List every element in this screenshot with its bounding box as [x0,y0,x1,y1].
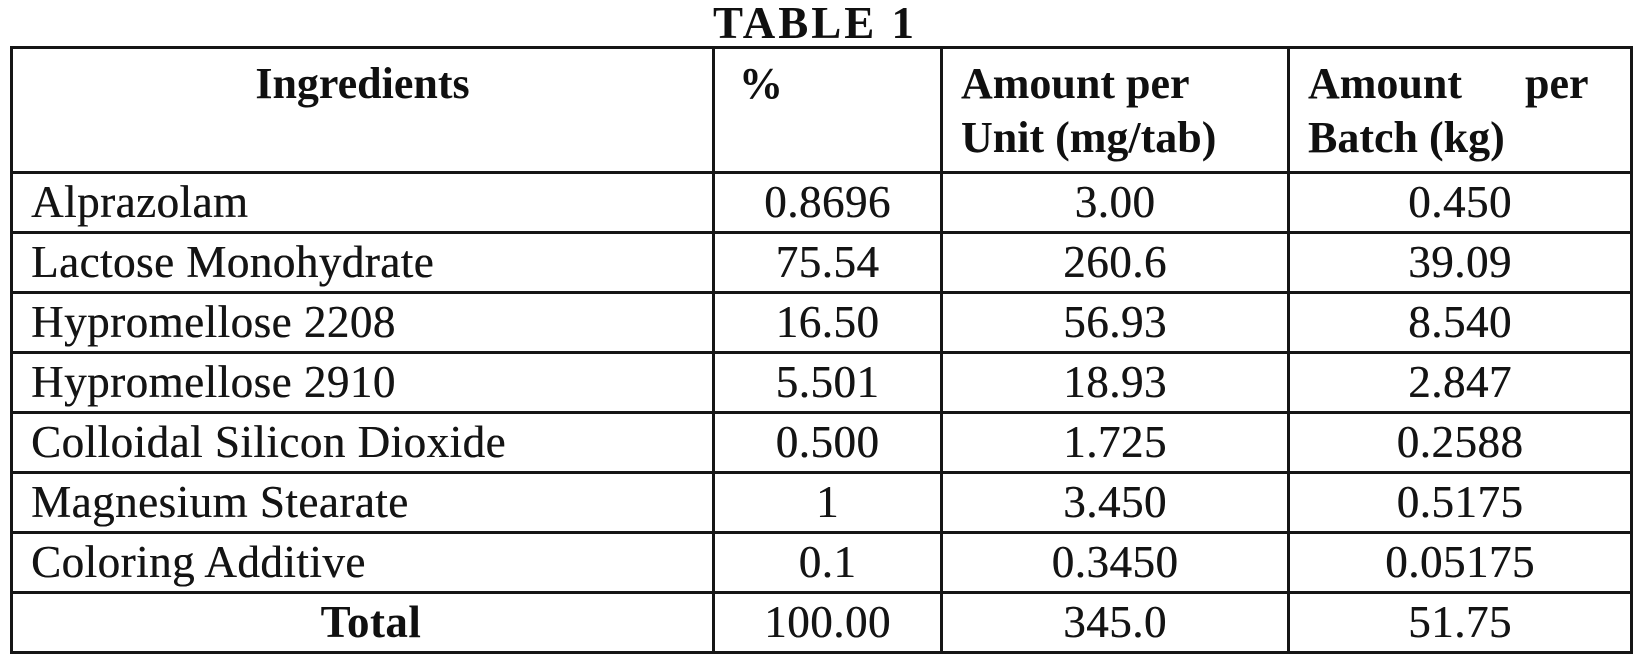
total-row: Total 100.00 345.0 51.75 [10,591,1633,654]
ingredient-cell: Hypromellose 2208 [10,291,715,354]
amount-per-unit-cell: 0.3450 [940,531,1290,594]
percent-cell: 0.1 [712,531,943,594]
table-row: Hypromellose 2910 5.501 18.93 2.847 [10,351,1633,414]
amount-per-batch-cell: 2.847 [1287,351,1633,414]
percent-cell: 1 [712,471,943,534]
amount-per-unit-cell: 18.93 [940,351,1290,414]
header-amount-per-batch: Amount per Batch (kg) [1287,46,1633,174]
header-percent-label: % [739,59,783,108]
ingredient-cell: Magnesium Stearate [10,471,715,534]
header-amount-per-unit: Amount per Unit (mg/tab) [940,46,1290,174]
table-row: Hypromellose 2208 16.50 56.93 8.540 [10,291,1633,354]
percent-cell: 0.500 [712,411,943,474]
amount-per-batch-cell: 39.09 [1287,231,1633,294]
total-label-cell: Total [10,591,715,654]
table-row: Colloidal Silicon Dioxide 0.500 1.725 0.258… [10,411,1633,474]
header-amount-per-unit-line1: Amount per [961,59,1190,108]
header-amount-per-batch-line1: Amount per [1308,59,1589,108]
ingredients-table: Ingredients % Amount per Unit (mg/tab) A… [10,46,1633,654]
header-row: Ingredients % Amount per Unit (mg/tab) A… [10,46,1633,174]
header-ingredients: Ingredients [10,46,715,174]
table-row: Coloring Additive 0.1 0.3450 0.05175 [10,531,1633,594]
ingredient-cell: Coloring Additive [10,531,715,594]
amount-per-batch-cell: 0.2588 [1287,411,1633,474]
percent-cell: 75.54 [712,231,943,294]
header-amount-per-batch-line2: Batch (kg) [1308,112,1505,162]
amount-per-batch-cell: 0.05175 [1287,531,1633,594]
table-row: Magnesium Stearate 1 3.450 0.5175 [10,471,1633,534]
table-row: Lactose Monohydrate 75.54 260.6 39.09 [10,231,1633,294]
percent-cell: 100.00 [712,591,943,654]
amount-per-unit-cell: 3.450 [940,471,1290,534]
table-row: Alprazolam 0.8696 3.00 0.450 [10,171,1633,234]
percent-cell: 0.8696 [712,171,943,234]
header-ingredients-label: Ingredients [255,59,470,108]
amount-per-batch-cell: 0.450 [1287,171,1633,234]
header-percent: % [712,46,943,174]
table-title: TABLE 1 [713,0,917,48]
amount-per-unit-cell: 3.00 [940,171,1290,234]
amount-per-unit-cell: 345.0 [940,591,1290,654]
amount-per-unit-cell: 1.725 [940,411,1290,474]
amount-per-batch-cell: 51.75 [1287,591,1633,654]
amount-per-batch-cell: 8.540 [1287,291,1633,354]
amount-per-unit-cell: 260.6 [940,231,1290,294]
table-body: Alprazolam 0.8696 3.00 0.450 Lactose Monohyd… [10,171,1633,654]
percent-cell: 5.501 [712,351,943,414]
ingredient-cell: Alprazolam [10,171,715,234]
header-amount-per-unit-line2: Unit (mg/tab) [961,112,1217,162]
ingredient-cell: Colloidal Silicon Dioxide [10,411,715,474]
amount-per-unit-cell: 56.93 [940,291,1290,354]
ingredient-cell: Hypromellose 2910 [10,351,715,414]
percent-cell: 16.50 [712,291,943,354]
ingredient-cell: Lactose Monohydrate [10,231,715,294]
amount-per-batch-cell: 0.5175 [1287,471,1633,534]
